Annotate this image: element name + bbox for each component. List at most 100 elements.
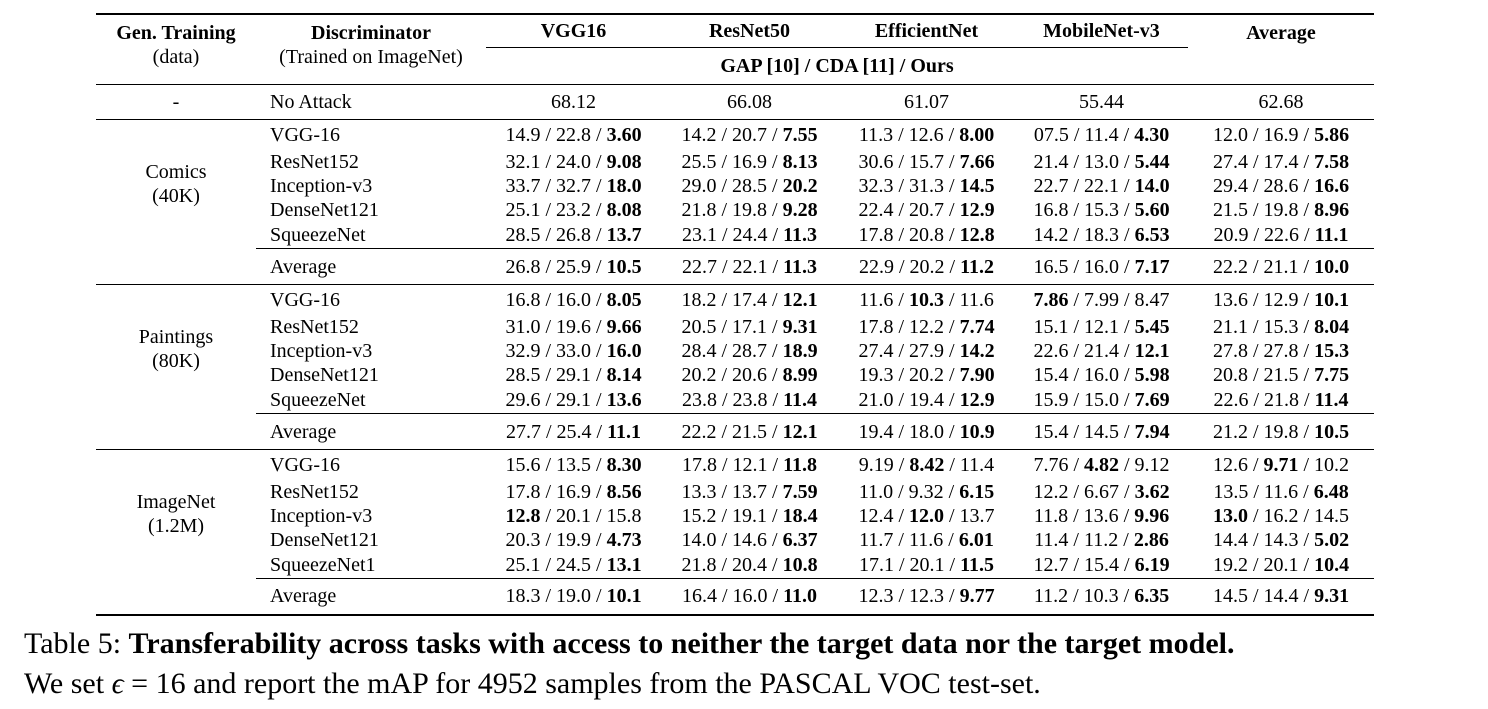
best-result-value: 14.0 [1134, 174, 1170, 197]
best-result-value: 5.98 [1134, 363, 1170, 386]
best-result-value: 20.2 [782, 174, 818, 197]
average-label: Average [256, 413, 486, 450]
best-result-value: 6.01 [958, 528, 994, 551]
best-result-value: 8.42 [909, 453, 945, 476]
result-value: 12.6 / [1212, 453, 1264, 476]
no-attack-label: No Attack [270, 91, 352, 113]
result-cell: 27.8 / 27.8 / 15.3 [1188, 339, 1374, 363]
result-cell: 16.5 / 16.0 / 7.17 [1015, 248, 1188, 285]
best-result-value: 10.5 [1314, 420, 1350, 443]
result-value: 22.7 / 22.1 / [681, 255, 784, 278]
discriminator-name: Inception-v3 [270, 174, 373, 197]
result-cell: 33.7 / 32.7 / 18.0 [486, 174, 661, 198]
best-result-value: 18.4 [782, 504, 818, 527]
gen-training-size: (1.2M) [147, 515, 205, 537]
best-result-value: 3.62 [1134, 480, 1170, 503]
result-value: 20.9 / 22.6 / [1213, 223, 1315, 246]
discriminator-name: DenseNet121 [270, 363, 379, 386]
best-result-value: 6.37 [782, 528, 818, 551]
result-cell: 20.5 / 17.1 / 9.31 [661, 315, 838, 339]
result-value: / 10.2 [1298, 453, 1350, 476]
best-result-value: 11.2 [960, 255, 995, 278]
best-result-value: 7.69 [1134, 388, 1170, 411]
result-cell: 22.6 / 21.8 / 11.4 [1188, 387, 1374, 414]
result-cell: 17.8 / 16.9 / 8.56 [486, 480, 661, 504]
gen-training-name: Paintings [138, 326, 214, 348]
result-cell: 15.9 / 15.0 / 7.69 [1015, 387, 1188, 414]
result-cell: 29.4 / 28.6 / 16.6 [1188, 174, 1374, 198]
table-row: Inception-v3 32.9 / 33.0 / 16.0 28.4 / 28.… [96, 339, 1374, 363]
result-value: 14.2 / 20.7 / [681, 123, 783, 146]
result-value: 12.7 / 15.4 / [1033, 553, 1135, 576]
result-cell: 15.4 / 14.5 / 7.94 [1015, 413, 1188, 450]
result-value: 15.2 / 19.1 / [681, 504, 783, 527]
result-value: 17.8 / 12.2 / [858, 315, 960, 338]
best-result-value: 10.5 [606, 255, 642, 278]
best-result-value: 7.90 [959, 363, 995, 386]
result-cell: 17.8 / 20.8 / 12.8 [838, 222, 1015, 249]
best-result-value: 14.2 [959, 339, 995, 362]
gen-training-label: Gen. Training [116, 22, 236, 44]
table-row: SqueezeNet 28.5 / 26.8 / 13.7 23.1 / 24.4 … [96, 222, 1374, 249]
result-cell: 28.5 / 29.1 / 8.14 [486, 363, 661, 387]
result-value: 12.4 / [858, 504, 909, 527]
caption-line-1: Table 5: Transferability across tasks wi… [24, 624, 1474, 664]
best-result-value: 10.1 [1314, 288, 1350, 311]
best-result-value: 9.31 [782, 315, 818, 338]
best-result-value: 12.8 [959, 223, 995, 246]
best-result-value: 10.0 [1314, 255, 1350, 278]
result-value: 18.2 / 17.4 / [681, 288, 783, 311]
result-cell: 19.4 / 18.0 / 10.9 [838, 413, 1015, 450]
result-value: 15.1 / 12.1 / [1033, 315, 1135, 338]
result-cell: 19.3 / 20.2 / 7.90 [838, 363, 1015, 387]
result-value: 14.2 / 18.3 / [1033, 223, 1135, 246]
result-cell: 15.6 / 13.5 / 8.30 [486, 449, 661, 480]
best-result-value: 6.48 [1313, 480, 1349, 503]
discriminator-name: DenseNet121 [270, 198, 379, 221]
gen-training-sublabel: (data) [152, 46, 200, 68]
best-result-value: 14.5 [959, 174, 995, 197]
best-result-value: 9.66 [606, 315, 642, 338]
table-caption: Table 5: Transferability across tasks wi… [24, 624, 1474, 704]
result-cell: 21.5 / 19.8 / 8.96 [1188, 198, 1374, 222]
discriminator-name: Inception-v3 [270, 339, 373, 362]
result-cell: 27.4 / 17.4 / 7.58 [1188, 150, 1374, 174]
best-result-value: 13.1 [606, 553, 642, 576]
result-value: 13.3 / 13.7 / [681, 480, 783, 503]
result-value: / 7.99 / 8.47 [1068, 288, 1170, 311]
result-value: 29.4 / 28.6 / [1212, 174, 1315, 197]
best-result-value: 8.05 [606, 288, 642, 311]
best-result-value: 5.60 [1134, 198, 1170, 221]
result-cell: 20.9 / 22.6 / 11.1 [1188, 222, 1374, 249]
result-value: 13.5 / 11.6 / [1213, 480, 1314, 503]
result-value: 19.4 / 18.0 / [858, 420, 960, 443]
best-result-value: 12.1 [1134, 339, 1170, 362]
result-value: 25.1 / 24.5 / [505, 553, 607, 576]
best-result-value: 7.58 [1314, 150, 1350, 173]
best-result-value: 6.19 [1134, 553, 1170, 576]
table-row: DenseNet121 25.1 / 23.2 / 8.08 21.8 / 19.8… [96, 198, 1374, 222]
result-value: 18.3 / 19.0 / [505, 585, 607, 608]
result-cell: 22.6 / 21.4 / 12.1 [1015, 339, 1188, 363]
result-cell: 31.0 / 19.6 / 9.66 [486, 315, 661, 339]
best-result-value: 8.99 [782, 363, 818, 386]
best-result-value: 9.28 [782, 198, 818, 221]
no-attack-row: - No Attack 68.12 66.08 61.07 55.44 62.6… [96, 85, 1374, 120]
result-value: 13.6 / 12.9 / [1212, 288, 1315, 311]
caption-line2-pre: We set [24, 667, 112, 700]
result-cell: 20.2 / 20.6 / 8.99 [661, 363, 838, 387]
best-result-value: 12.9 [959, 388, 995, 411]
result-value: 11.4 / 11.2 / [1034, 528, 1134, 551]
result-cell: 11.6 / 10.3 / 11.6 [838, 284, 1015, 315]
best-result-value: 7.66 [959, 150, 995, 173]
result-cell: 32.1 / 24.0 / 9.08 [486, 150, 661, 174]
result-value: 30.6 / 15.7 / [858, 150, 960, 173]
average-label: Average [256, 248, 486, 285]
result-cell: 11.8 / 13.6 / 9.96 [1015, 504, 1188, 528]
result-value: 20.8 / 21.5 / [1212, 363, 1315, 386]
best-result-value: 4.30 [1134, 123, 1170, 146]
result-cell: 07.5 / 11.4 / 4.30 [1015, 119, 1188, 150]
result-value: 20.3 / 19.9 / [505, 528, 607, 551]
best-result-value: 11.1 [607, 420, 642, 443]
gen-training-name: ImageNet [136, 491, 216, 513]
